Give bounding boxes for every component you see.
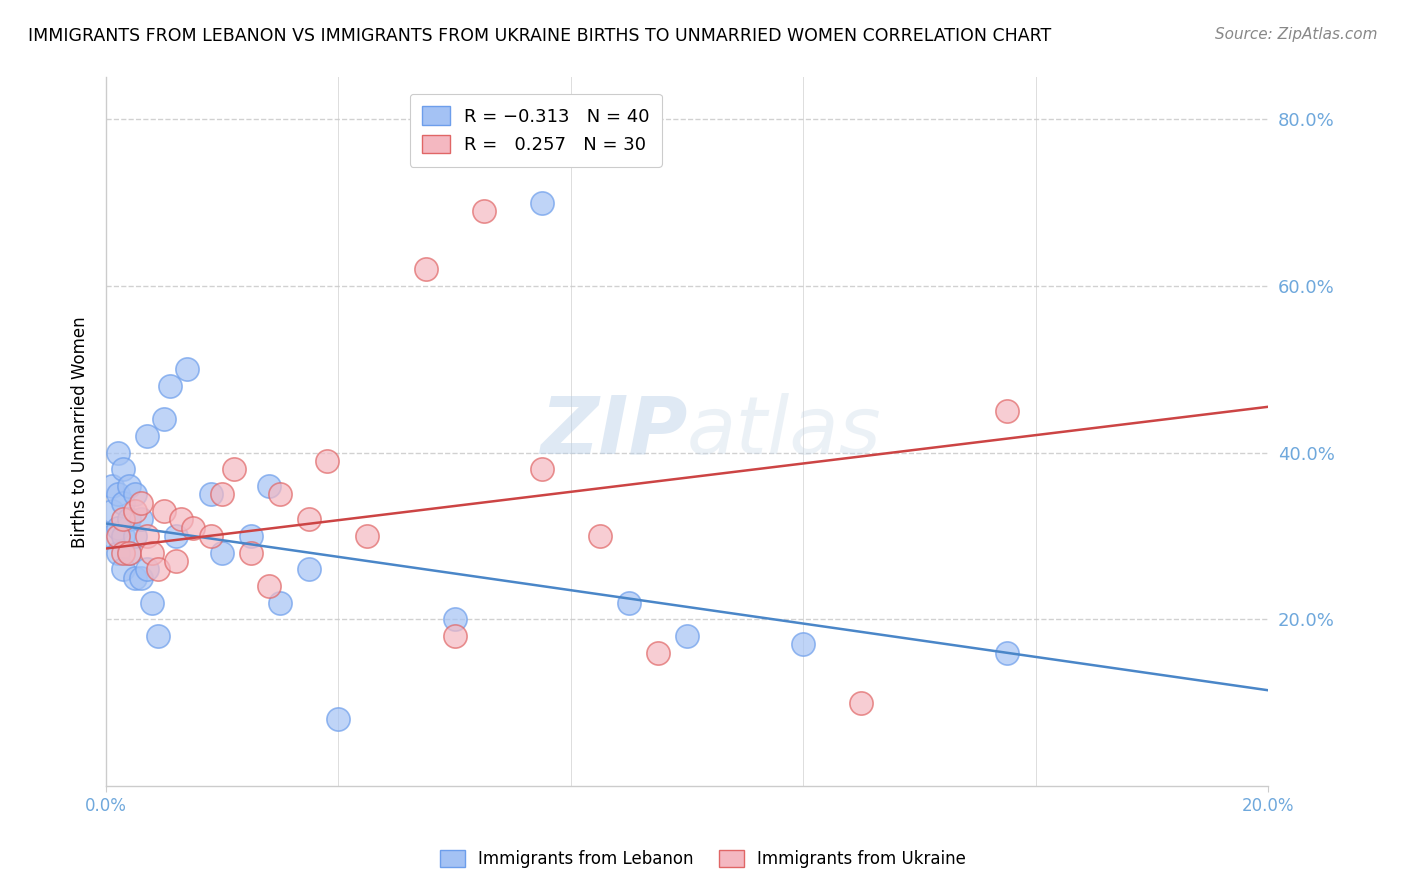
- Point: [129, 512, 152, 526]
- Point: [647, 646, 669, 660]
- Text: ZIP: ZIP: [540, 392, 688, 471]
- Point: [176, 362, 198, 376]
- Point: [165, 554, 187, 568]
- Point: [112, 562, 135, 576]
- Point: [135, 529, 157, 543]
- Text: atlas: atlas: [688, 392, 882, 471]
- Point: [112, 512, 135, 526]
- Point: [298, 562, 321, 576]
- Legend: R = −0.313   N = 40, R =   0.257   N = 30: R = −0.313 N = 40, R = 0.257 N = 30: [409, 94, 662, 167]
- Point: [269, 487, 291, 501]
- Point: [211, 487, 233, 501]
- Point: [100, 504, 122, 518]
- Point: [112, 546, 135, 560]
- Point: [851, 696, 873, 710]
- Point: [530, 462, 553, 476]
- Point: [118, 546, 141, 560]
- Point: [181, 521, 204, 535]
- Point: [124, 487, 146, 501]
- Point: [200, 487, 222, 501]
- Point: [222, 462, 245, 476]
- Point: [257, 579, 280, 593]
- Point: [415, 262, 437, 277]
- Point: [135, 429, 157, 443]
- Point: [100, 529, 122, 543]
- Point: [118, 512, 141, 526]
- Point: [141, 596, 163, 610]
- Point: [165, 529, 187, 543]
- Y-axis label: Births to Unmarried Women: Births to Unmarried Women: [72, 316, 89, 548]
- Point: [676, 629, 699, 643]
- Legend: Immigrants from Lebanon, Immigrants from Ukraine: Immigrants from Lebanon, Immigrants from…: [433, 843, 973, 875]
- Point: [617, 596, 640, 610]
- Point: [124, 529, 146, 543]
- Point: [153, 412, 176, 426]
- Point: [129, 571, 152, 585]
- Point: [153, 504, 176, 518]
- Point: [124, 571, 146, 585]
- Point: [589, 529, 612, 543]
- Point: [257, 479, 280, 493]
- Point: [112, 462, 135, 476]
- Point: [118, 546, 141, 560]
- Point: [356, 529, 378, 543]
- Point: [443, 629, 465, 643]
- Point: [269, 596, 291, 610]
- Point: [148, 562, 170, 576]
- Point: [298, 512, 321, 526]
- Point: [315, 454, 337, 468]
- Point: [240, 546, 263, 560]
- Point: [328, 713, 350, 727]
- Point: [129, 496, 152, 510]
- Point: [107, 529, 129, 543]
- Point: [443, 612, 465, 626]
- Point: [211, 546, 233, 560]
- Point: [530, 195, 553, 210]
- Point: [200, 529, 222, 543]
- Point: [135, 562, 157, 576]
- Point: [124, 504, 146, 518]
- Point: [240, 529, 263, 543]
- Text: IMMIGRANTS FROM LEBANON VS IMMIGRANTS FROM UKRAINE BIRTHS TO UNMARRIED WOMEN COR: IMMIGRANTS FROM LEBANON VS IMMIGRANTS FR…: [28, 27, 1052, 45]
- Point: [792, 637, 814, 651]
- Point: [107, 445, 129, 459]
- Point: [472, 203, 495, 218]
- Point: [995, 404, 1018, 418]
- Point: [107, 521, 129, 535]
- Point: [112, 496, 135, 510]
- Point: [112, 529, 135, 543]
- Point: [107, 546, 129, 560]
- Point: [141, 546, 163, 560]
- Point: [170, 512, 193, 526]
- Point: [107, 487, 129, 501]
- Point: [148, 629, 170, 643]
- Point: [118, 479, 141, 493]
- Point: [159, 379, 181, 393]
- Point: [100, 479, 122, 493]
- Point: [995, 646, 1018, 660]
- Text: Source: ZipAtlas.com: Source: ZipAtlas.com: [1215, 27, 1378, 42]
